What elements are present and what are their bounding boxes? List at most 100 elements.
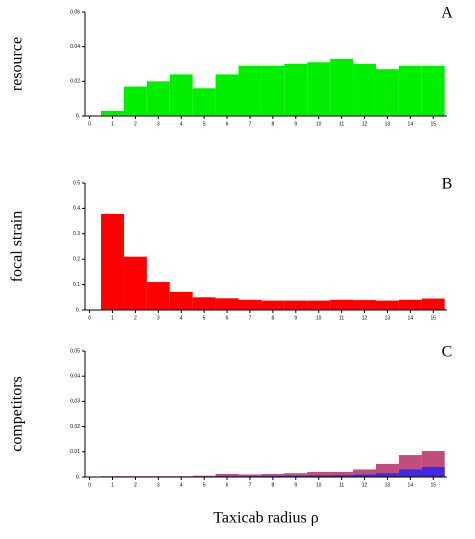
x-tick-label: 10 [316, 482, 322, 488]
x-tick-label: 13 [385, 121, 391, 127]
bar [284, 475, 308, 477]
bar [238, 299, 262, 310]
bar [284, 64, 308, 116]
bar [238, 65, 262, 116]
x-tick-label: 10 [316, 121, 322, 127]
x-tick-label: 3 [157, 121, 160, 127]
bar [284, 473, 308, 477]
panel-label: C [442, 344, 453, 361]
bar [353, 469, 376, 477]
x-tick-label: 1 [111, 315, 114, 321]
x-tick-label: 14 [408, 315, 414, 321]
x-tick-label: 14 [408, 121, 414, 127]
y-axis-label: competitors [9, 376, 26, 452]
bar [353, 474, 376, 477]
bar [101, 213, 124, 310]
bar [330, 475, 354, 477]
bar [330, 299, 354, 310]
bar [353, 300, 376, 310]
x-tick-label: 0 [88, 315, 91, 321]
bar [215, 74, 239, 116]
y-tick-label: 0.3 [73, 231, 80, 237]
x-tick-label: 0 [88, 121, 91, 127]
x-tick-label: 8 [271, 121, 274, 127]
bar [192, 297, 216, 310]
x-tick-label: 6 [226, 121, 229, 127]
y-tick-label: 0.03 [70, 399, 80, 405]
x-tick-label: 6 [226, 315, 229, 321]
y-tick-label: 0.04 [70, 44, 80, 50]
x-tick-label: 2 [134, 482, 137, 488]
bar [261, 473, 285, 477]
bar [215, 473, 239, 477]
bar [353, 64, 376, 116]
bar [146, 282, 170, 310]
y-axis-label: resource [9, 37, 26, 91]
x-tick-label: 7 [249, 121, 252, 127]
bar [421, 298, 445, 310]
x-tick-label: 0 [88, 482, 91, 488]
x-tick-label: 5 [203, 121, 206, 127]
y-tick-label: 0. [76, 113, 80, 119]
y-axis-label: focal strain [9, 211, 26, 283]
x-tick-label: 11 [339, 315, 344, 321]
bar [192, 88, 216, 116]
bar [375, 300, 399, 310]
panel-label: B [442, 176, 453, 193]
x-tick-label: 1 [111, 482, 114, 488]
x-tick-label: 4 [180, 121, 183, 127]
bar [421, 466, 445, 477]
x-tick-label: 9 [294, 315, 297, 321]
x-tick-label: 12 [362, 121, 368, 127]
bar [169, 74, 193, 116]
x-tick-label: 7 [249, 315, 252, 321]
bar [146, 81, 170, 116]
panel-label: A [441, 5, 453, 22]
x-tick-label: 9 [294, 482, 297, 488]
y-tick-label: 0.02 [70, 424, 80, 430]
bar [261, 300, 285, 310]
x-tick-label: 3 [157, 315, 160, 321]
x-tick-label: 2 [134, 121, 137, 127]
bar [375, 69, 399, 116]
x-tick-label: 13 [385, 482, 391, 488]
x-tick-label: 8 [271, 315, 274, 321]
bar [398, 299, 422, 310]
x-tick-label: 11 [339, 121, 344, 127]
bar [398, 469, 422, 477]
bar [375, 473, 399, 477]
y-tick-label: 0.06 [70, 9, 80, 15]
x-tick-label: 1 [111, 121, 114, 127]
x-axis-label: Taxicab radius ρ [213, 510, 319, 527]
x-tick-label: 13 [385, 315, 391, 321]
x-tick-label: 2 [134, 315, 137, 321]
bar [123, 86, 147, 116]
x-tick-label: 3 [157, 482, 160, 488]
x-tick-label: 12 [362, 315, 368, 321]
x-tick-label: 8 [271, 482, 274, 488]
y-tick-label: 0. [76, 474, 80, 480]
x-tick-label: 4 [180, 482, 183, 488]
x-tick-label: 7 [249, 482, 252, 488]
x-tick-label: 15 [430, 315, 436, 321]
y-tick-label: 0.02 [70, 79, 80, 85]
y-tick-label: 0.05 [70, 348, 80, 354]
x-tick-label: 4 [180, 315, 183, 321]
y-tick-label: 0.2 [73, 257, 80, 263]
bar [330, 58, 354, 116]
bar [238, 474, 262, 477]
x-tick-label: 12 [362, 482, 368, 488]
bar [284, 300, 308, 310]
bar [330, 471, 354, 477]
bar [398, 65, 422, 116]
y-tick-label: 0.5 [73, 180, 80, 186]
bar [123, 256, 147, 310]
bar [307, 300, 331, 310]
x-tick-label: 15 [430, 121, 436, 127]
y-tick-label: 0. [76, 307, 80, 313]
y-tick-label: 0.1 [73, 282, 80, 288]
bar [261, 65, 285, 116]
y-tick-label: 0.4 [73, 206, 80, 212]
y-tick-label: 0.04 [70, 374, 80, 380]
